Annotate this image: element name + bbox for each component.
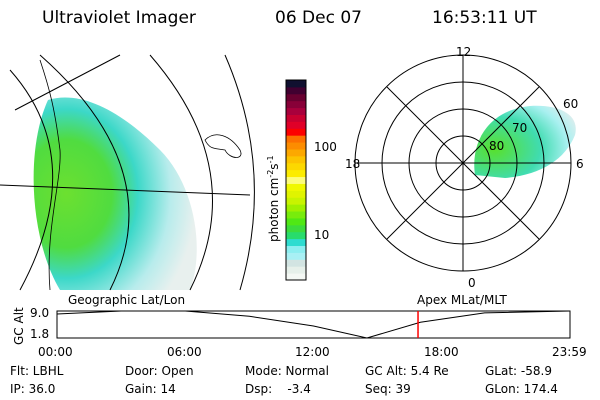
colorbar-frame [285, 79, 307, 281]
colorbar-swatch [286, 80, 306, 88]
status-field: Seq: 39 [365, 382, 411, 396]
mlt-12: 12 [456, 45, 472, 59]
lon-line [0, 184, 251, 196]
status-field: Dsp: -3.4 [245, 382, 311, 396]
aurora-map [33, 97, 197, 290]
colorbar-swatch [286, 162, 306, 171]
colorbar-label-exp2: -1 [266, 155, 275, 164]
colorbar-swatch [286, 114, 306, 122]
mlt-0: 0 [468, 276, 476, 290]
colorbar-swatch [286, 211, 306, 219]
colorbar [285, 79, 307, 281]
colorbar-label-text: photon cm [267, 177, 281, 242]
status-field: GC Alt: 5.4 Re [365, 364, 449, 378]
colorbar-swatch [286, 259, 306, 267]
polar-plot [354, 54, 576, 272]
colorbar-swatch [286, 93, 306, 102]
instrument-title: Ultraviolet Imager [42, 8, 196, 28]
status-field: IP: 36.0 [10, 382, 56, 396]
colorbar-swatch [286, 121, 306, 129]
colorbar-swatch [286, 128, 306, 136]
xtick: 06:00 [167, 345, 202, 359]
colorbar-swatch [286, 252, 306, 260]
status-field: Gain: 14 [125, 382, 176, 396]
xtick: 23:59 [552, 345, 587, 359]
colorbar-swatch [286, 204, 306, 212]
colorbar-swatch [286, 231, 306, 240]
xtick: 18:00 [424, 345, 459, 359]
colorbar-swatch [286, 183, 306, 191]
colorbar-swatch [286, 142, 306, 150]
timeline-ylabel: GC Alt [12, 307, 26, 345]
ytick-9: 9.0 [30, 306, 50, 320]
time: 16:53:11 UT [432, 8, 537, 28]
status-field: Mode: Normal [245, 364, 329, 378]
colorbar-swatch [286, 169, 306, 178]
colorbar-swatch [286, 224, 306, 233]
colorbar-swatch [286, 245, 306, 253]
lat-80: 80 [489, 139, 505, 153]
date: 06 Dec 07 [275, 8, 362, 28]
status-field: GLat: -58.9 [485, 364, 552, 378]
status-field: GLon: 174.4 [485, 382, 558, 396]
altitude-line [56, 310, 570, 339]
colorbar-swatch [286, 217, 306, 226]
lat-60: 60 [563, 97, 579, 111]
timeline-plot [56, 310, 571, 339]
colorbar-swatch [286, 273, 306, 281]
xtick: 00:00 [38, 345, 73, 359]
colorbar-label: photon cm-2s-1 [266, 155, 281, 242]
status-field: Door: Open [125, 364, 194, 378]
ytick-1.8: 1.8 [30, 327, 50, 341]
colorbar-swatch [286, 86, 306, 95]
colorbar-swatch [286, 197, 306, 205]
xtick: 12:00 [295, 345, 330, 359]
colorbar-tick-100: 100 [314, 140, 337, 154]
lat-70: 70 [512, 121, 528, 135]
colorbar-swatch [286, 266, 306, 274]
colorbar-swatch [286, 107, 306, 115]
colorbar-swatch [286, 176, 306, 184]
colorbar-swatch [286, 148, 306, 157]
colorbar-swatch [286, 100, 306, 109]
colorbar-swatch [286, 155, 306, 164]
status-field: Flt: LBHL [10, 364, 64, 378]
apex-label: Apex MLat/MLT [417, 293, 507, 307]
colorbar-tick-10: 10 [314, 228, 330, 242]
colorbar-swatch [286, 135, 306, 143]
mlt-6: 6 [576, 157, 584, 171]
lat-line [9, 69, 54, 291]
colorbar-swatch [286, 238, 306, 247]
geographic-map [0, 54, 255, 291]
mlt-18: 18 [345, 157, 361, 171]
geo-label: Geographic Lat/Lon [68, 293, 186, 307]
colorbar-label-exp1: -2 [266, 169, 275, 178]
colorbar-label-s: s [267, 163, 281, 170]
colorbar-swatch [286, 190, 306, 198]
